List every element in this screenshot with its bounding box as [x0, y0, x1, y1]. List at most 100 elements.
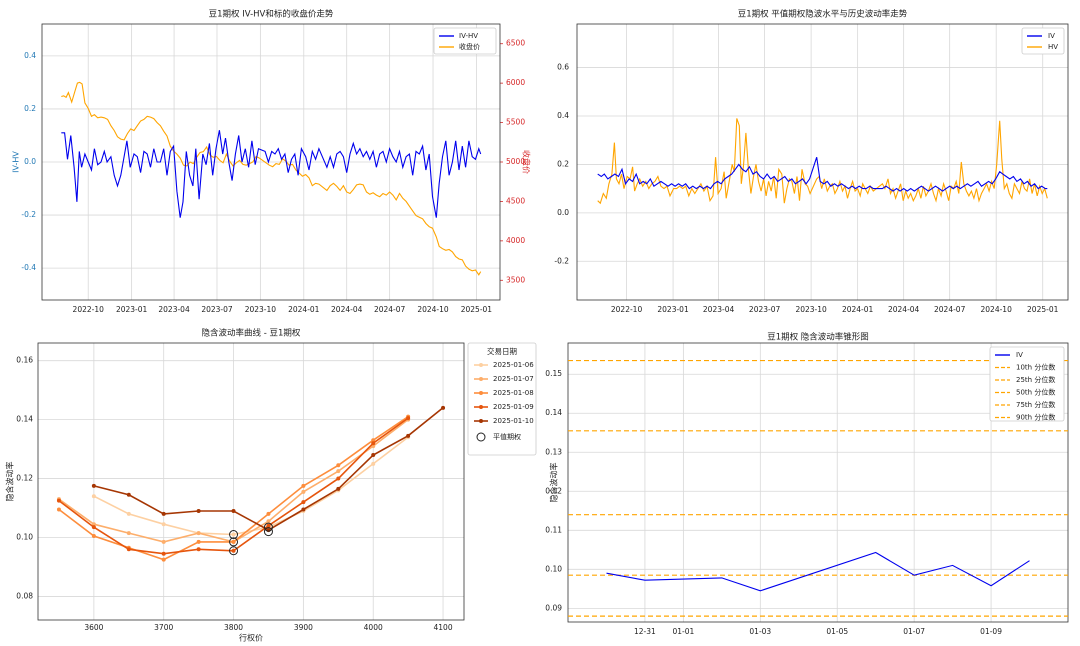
- c1-ytick-label: 0.4: [24, 51, 36, 60]
- c2-title: 豆1期权 平值期权隐波水平与历史波动率走势: [738, 9, 908, 20]
- c3-series-2025-01-07-point: [91, 522, 96, 527]
- c3-legend-box: [467, 342, 537, 456]
- c3-legend-label: 2025-01-10: [493, 417, 534, 425]
- c3-series-2025-01-08-point: [266, 511, 271, 516]
- c3-legend-swatch-dot: [479, 377, 483, 381]
- c2-legend-label: IV: [1048, 32, 1055, 40]
- c3-ytick-label: 0.16: [16, 356, 33, 365]
- c3-series-2025-01-06-point: [371, 461, 376, 466]
- c4-legend-label: 90th 分位数: [1016, 413, 1055, 422]
- c2-xtick-label: 2024-07: [934, 305, 966, 314]
- c1-xtick-label: 2023-04: [158, 305, 190, 314]
- c2-series-hv-line: [597, 118, 1048, 205]
- c3-atm-marker: [263, 527, 273, 537]
- c3-legend-label: 2025-01-09: [493, 403, 534, 411]
- c3-legend-atm-marker: [476, 432, 486, 442]
- c4-legend-box: [989, 346, 1065, 422]
- c3-series-2025-01-09-point: [196, 547, 201, 552]
- c3-series-2025-01-09-point: [266, 523, 271, 528]
- c3-series-2025-01-08-point: [336, 463, 341, 468]
- c4-series-iv-line: [606, 551, 1030, 592]
- c1-xtick-label: 2025-01: [461, 305, 493, 314]
- c1-y2tick-label: 4500: [506, 196, 525, 205]
- c1-y2tick-label: 5000: [506, 157, 525, 166]
- c3-title: 隐含波动率曲线 - 豆1期权: [202, 328, 301, 339]
- c3-series-2025-01-10-point: [196, 508, 201, 513]
- c1-xtick-label: 2024-10: [417, 305, 449, 314]
- c1-series-close-line: [61, 81, 482, 276]
- c3-ytick-label: 0.14: [16, 415, 33, 424]
- c3-xtick-label: 3800: [224, 623, 243, 632]
- c3-legend-label: 2025-01-08: [493, 389, 534, 397]
- c3-legend-atm-label: 平值期权: [493, 432, 521, 441]
- c3-series-2025-01-10-point: [231, 508, 236, 513]
- c4-legend-label: 50th 分位数: [1016, 388, 1055, 397]
- c3-series-2025-01-09-point: [231, 548, 236, 553]
- c4-ytick-label: 0.12: [545, 486, 562, 495]
- c3-legend-label: 2025-01-06: [493, 361, 534, 369]
- c2-ytick-label: 0.0: [557, 208, 569, 217]
- c3-series-2025-01-07-point: [266, 519, 271, 524]
- c3-series-2025-01-08-point: [91, 534, 96, 539]
- c3-series-2025-01-06-point: [126, 511, 131, 516]
- c3-series-2025-01-09-point: [371, 441, 376, 446]
- c1-legend-label: IV-HV: [459, 32, 478, 40]
- c1-xtick-label: 2023-10: [245, 305, 277, 314]
- c2-ytick-label: -0.2: [554, 256, 569, 265]
- c3-series-2025-01-07-point: [161, 539, 166, 544]
- c3-series-2025-01-08-point: [161, 557, 166, 562]
- c2-frame: [576, 23, 1069, 301]
- c4-xtick-label: 01-09: [980, 627, 1002, 636]
- c4-xtick-label: 01-07: [903, 627, 925, 636]
- c2-xtick-label: 2024-04: [888, 305, 920, 314]
- c3-series-2025-01-07-point: [126, 531, 131, 536]
- c2-xtick-label: 2024-01: [842, 305, 874, 314]
- c3-series-2025-01-10-point: [126, 492, 131, 497]
- c3-atm-marker: [229, 530, 239, 540]
- c1-xtick-label: 2024-04: [331, 305, 363, 314]
- c3-series-2025-01-10-point: [301, 507, 306, 512]
- c1-xtick-label: 2022-10: [73, 305, 105, 314]
- c1-y2tick-label: 3500: [506, 275, 525, 284]
- c3-xtick-label: 3600: [84, 623, 103, 632]
- c3-xtick-label: 4000: [364, 623, 383, 632]
- c1-ytick-label: 0.0: [24, 157, 36, 166]
- c4-legend-label: 25th 分位数: [1016, 375, 1055, 384]
- c3-legend-swatch-dot: [479, 419, 483, 423]
- c4-ytick-label: 0.14: [545, 408, 562, 417]
- c4-legend-label: 75th 分位数: [1016, 400, 1055, 409]
- c3-legend-swatch-dot: [479, 405, 483, 409]
- c1-xtick-label: 2023-07: [201, 305, 233, 314]
- c1-y2label: 收盘价: [522, 150, 532, 174]
- c1-frame: [41, 23, 501, 301]
- c3-series-2025-01-10-line: [93, 407, 444, 532]
- c3-ytick-label: 0.08: [16, 591, 33, 600]
- c4-ytick-label: 0.13: [545, 447, 562, 456]
- c1-legend-label: 收盘价: [459, 42, 480, 51]
- c2-ytick-label: 0.4: [557, 111, 569, 120]
- c1-xtick-label: 2023-01: [116, 305, 148, 314]
- c1-y2tick-label: 6500: [506, 39, 525, 48]
- c3-series-2025-01-07-point: [301, 489, 306, 494]
- c2-legend-label: HV: [1048, 43, 1058, 51]
- c3-series-2025-01-10-point: [406, 433, 411, 438]
- c4-ytick-label: 0.10: [545, 564, 562, 573]
- c2-xtick-label: 2023-04: [703, 305, 735, 314]
- c2-xtick-label: 2023-10: [795, 305, 827, 314]
- c2-xtick-label: 2023-07: [749, 305, 781, 314]
- c3-xtick-label: 4100: [434, 623, 453, 632]
- c3-ylabel: 隐含波动率: [5, 462, 15, 502]
- c4-legend-label: IV: [1016, 351, 1023, 359]
- c4-xtick-label: 01-01: [672, 627, 694, 636]
- c3-xtick-label: 3900: [294, 623, 313, 632]
- c3-legend-title: 交易日期: [487, 346, 517, 356]
- c3-atm-marker: [263, 522, 273, 532]
- c4-xtick-label: 01-05: [826, 627, 848, 636]
- c3-series-2025-01-09-point: [301, 500, 306, 505]
- c4-xtick-label: 01-03: [749, 627, 771, 636]
- c3-atm-marker: [229, 537, 239, 547]
- c3-series-2025-01-09-point: [56, 498, 61, 503]
- c3-ytick-label: 0.10: [16, 532, 33, 541]
- c2-xtick-label: 2022-10: [611, 305, 643, 314]
- c2-xtick-label: 2025-01: [1027, 305, 1059, 314]
